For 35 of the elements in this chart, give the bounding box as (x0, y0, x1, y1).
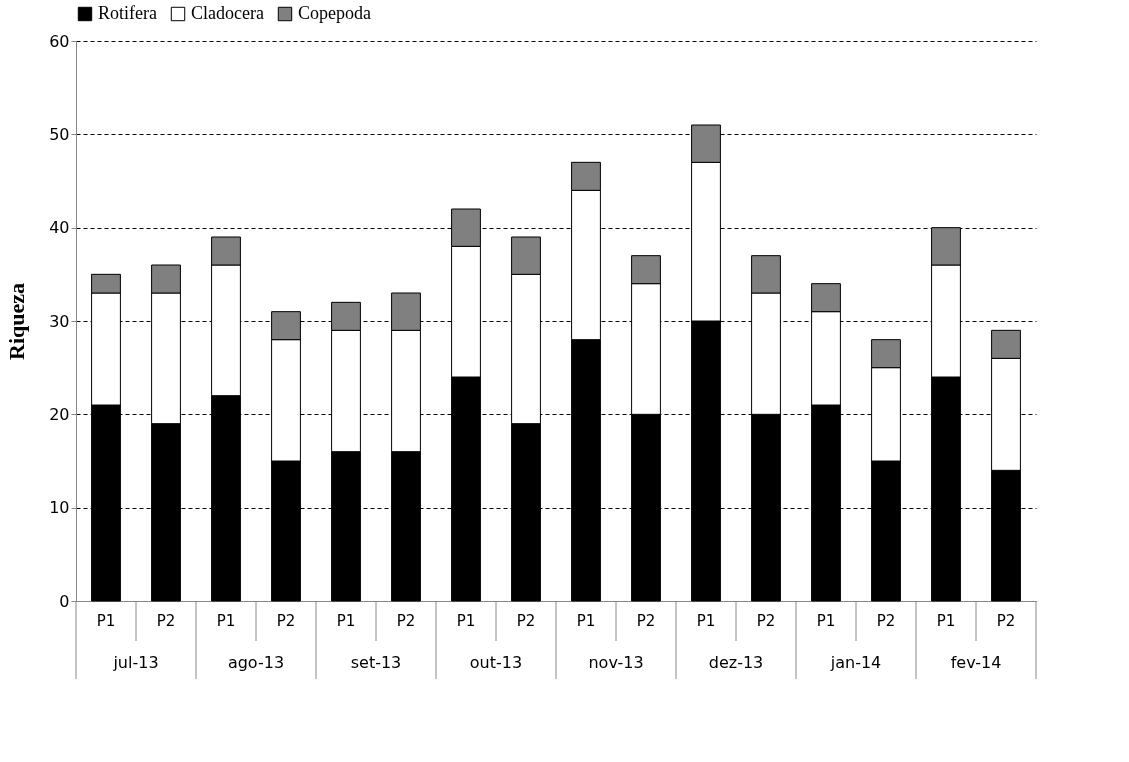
text: nov-13 (588, 653, 644, 672)
legend-label: Copepoda (298, 3, 371, 23)
y-tick-label: 60 (49, 31, 70, 51)
y-tick-label: 0 (59, 591, 70, 611)
x-tick-label: P2 (516, 611, 536, 630)
x-tick-label: P1 (216, 611, 236, 630)
x-tick-label: P1 (936, 611, 956, 630)
y-tick-label: 30 (49, 311, 70, 331)
text: set-13 (350, 653, 402, 672)
x-tick-label: P2 (156, 611, 176, 630)
x-tick-label: P1 (336, 611, 356, 630)
y-axis-title: Riqueza (4, 283, 30, 360)
y-tick-label: 20 (49, 404, 70, 424)
x-tick-label: P1 (96, 611, 116, 630)
x-tick-label: P1 (696, 611, 716, 630)
x-tick-label: P2 (396, 611, 416, 630)
x-tick-label: P2 (276, 611, 296, 630)
text: jan-14 (829, 653, 882, 672)
text: fev-14 (950, 653, 1002, 672)
x-tick-label: P2 (996, 611, 1016, 630)
text: out-13 (469, 653, 523, 672)
legend-label: Cladocera (191, 3, 264, 23)
y-tick-label: 10 (49, 498, 70, 518)
x-tick-label: P1 (816, 611, 836, 630)
text: ago-13 (227, 653, 285, 672)
y-tick-label: 40 (49, 218, 70, 238)
x-tick-label: P1 (576, 611, 596, 630)
x-tick-label: P2 (636, 611, 656, 630)
x-tick-label: P1 (456, 611, 476, 630)
legend-label: Rotifera (98, 3, 157, 23)
y-tick-label: 50 (49, 124, 70, 144)
x-tick-label: P2 (756, 611, 776, 630)
text: jul-13 (112, 653, 159, 672)
x-tick-label: P2 (876, 611, 896, 630)
text: dez-13 (708, 653, 764, 672)
